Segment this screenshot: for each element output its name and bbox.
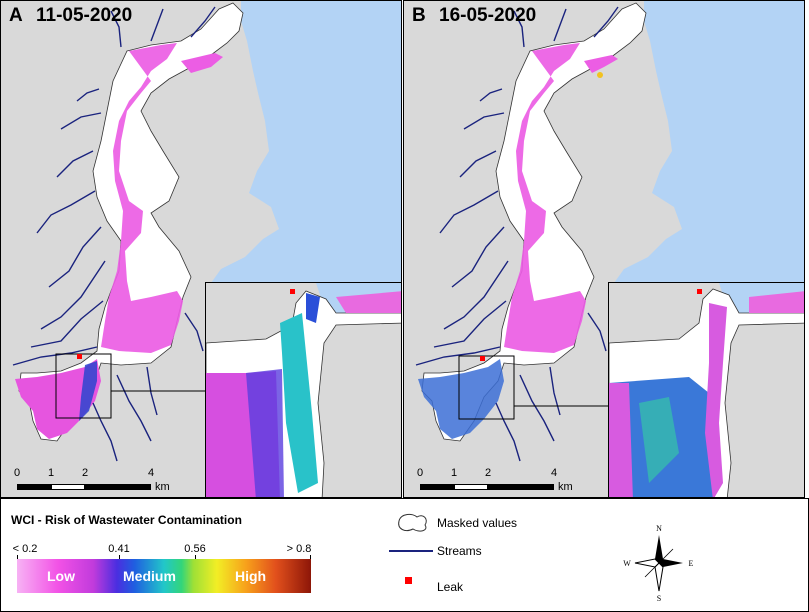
leak-marker bbox=[77, 354, 82, 359]
scale-segment bbox=[17, 484, 51, 490]
breakpoint-tick bbox=[119, 555, 120, 561]
panel-title: A 11-05-2020 bbox=[9, 5, 132, 27]
compass-n: N bbox=[656, 524, 662, 533]
compass-rose-icon: N S W E bbox=[623, 524, 694, 603]
breakpoint-tick bbox=[310, 555, 311, 561]
masked-values-icon bbox=[398, 513, 427, 532]
scale-tick: 4 bbox=[147, 467, 155, 479]
breakpoint-tick bbox=[17, 555, 18, 561]
compass-s: S bbox=[657, 594, 661, 603]
scale-tick: 2 bbox=[81, 467, 89, 479]
wci-low-region bbox=[181, 53, 223, 73]
streams bbox=[415, 6, 619, 462]
scale-tick: 0 bbox=[13, 467, 21, 479]
scale-segment bbox=[85, 484, 151, 490]
inset-canvas-b bbox=[609, 283, 804, 497]
wci-medium-region bbox=[79, 361, 97, 421]
breakpoint-label: 0.41 bbox=[108, 543, 130, 555]
inset-canvas-a bbox=[206, 283, 401, 497]
wci-low-region bbox=[504, 43, 586, 353]
scale-bar: 0 1 2 4 km bbox=[13, 467, 170, 495]
class-label-medium: Medium bbox=[123, 568, 176, 584]
legend: WCI - Risk of Wastewater Contamination <… bbox=[0, 498, 809, 612]
zoom-inset-a bbox=[205, 282, 401, 497]
leak-icon bbox=[405, 577, 412, 584]
panel-date: 11-05-2020 bbox=[36, 5, 133, 26]
leak-marker bbox=[480, 356, 485, 361]
sea-area bbox=[614, 1, 804, 283]
panel-title: B 16-05-2020 bbox=[412, 5, 536, 27]
zoom-box bbox=[458, 355, 515, 420]
scale-segment bbox=[51, 484, 85, 490]
scale-tick: 2 bbox=[484, 467, 492, 479]
compass-e: E bbox=[689, 559, 694, 568]
streams bbox=[12, 6, 216, 462]
class-label-low: Low bbox=[47, 568, 75, 584]
panel-letter: A bbox=[9, 5, 23, 26]
legend-title: WCI - Risk of Wastewater Contamination bbox=[11, 513, 242, 527]
scale-tick: 0 bbox=[416, 467, 424, 479]
map-canvas-a bbox=[12, 1, 401, 462]
breakpoint-tick bbox=[195, 555, 196, 561]
scale-segment bbox=[454, 484, 488, 490]
color-ramp: Low Medium High bbox=[17, 559, 311, 593]
wci-low-region bbox=[101, 43, 183, 353]
wci-low-region bbox=[584, 55, 618, 73]
map-canvas-b bbox=[415, 1, 804, 462]
legend-leak-label: Leak bbox=[437, 580, 464, 594]
scale-segment bbox=[420, 484, 454, 490]
compass-w: W bbox=[623, 559, 631, 568]
map-panel-a: A 11-05-2020 0 1 2 4 km bbox=[0, 0, 402, 498]
scale-tick: 1 bbox=[47, 467, 55, 479]
map-panel-b: B 16-05-2020 0 1 2 4 km bbox=[403, 0, 805, 498]
panel-date: 16-05-2020 bbox=[439, 5, 537, 26]
zoom-inset-b bbox=[608, 282, 804, 497]
breakpoint-label: 0.56 bbox=[184, 543, 206, 555]
wci-high-spot bbox=[597, 72, 603, 78]
sea-area bbox=[211, 1, 401, 283]
scale-segment bbox=[488, 484, 554, 490]
scale-bar: 0 1 2 4 km bbox=[416, 467, 573, 495]
scale-unit: km bbox=[558, 481, 573, 493]
streams-line-icon bbox=[389, 550, 433, 552]
breakpoint-label: < 0.2 bbox=[12, 543, 38, 555]
legend-streams-label: Streams bbox=[437, 544, 482, 558]
zoom-box bbox=[55, 353, 112, 419]
scale-tick: 4 bbox=[550, 467, 558, 479]
scale-unit: km bbox=[155, 481, 170, 493]
scale-tick: 1 bbox=[450, 467, 458, 479]
legend-masked-label: Masked values bbox=[437, 516, 518, 530]
class-label-high: High bbox=[235, 568, 267, 584]
panel-letter: B bbox=[412, 5, 426, 26]
breakpoint-label: > 0.8 bbox=[286, 543, 312, 555]
